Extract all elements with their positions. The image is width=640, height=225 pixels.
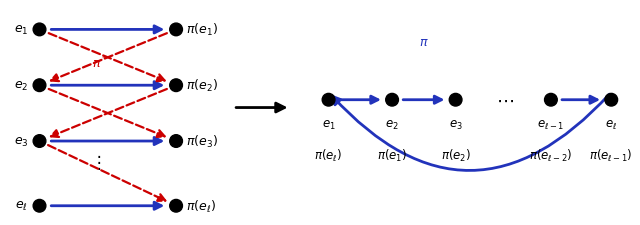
- Text: $e_\ell$: $e_\ell$: [15, 199, 28, 212]
- Ellipse shape: [33, 200, 46, 212]
- Ellipse shape: [170, 24, 182, 37]
- Ellipse shape: [170, 80, 182, 92]
- Ellipse shape: [449, 94, 462, 107]
- Text: $\pi^*$: $\pi^*$: [92, 54, 108, 71]
- Ellipse shape: [605, 94, 618, 107]
- Text: $\pi(e_{\ell-1})$: $\pi(e_{\ell-1})$: [589, 147, 633, 163]
- Ellipse shape: [170, 200, 182, 212]
- Ellipse shape: [545, 94, 557, 107]
- Text: $\pi(e_1)$: $\pi(e_1)$: [377, 147, 407, 163]
- Ellipse shape: [386, 94, 399, 107]
- Text: $e_\ell$: $e_\ell$: [605, 118, 618, 131]
- Text: $e_2$: $e_2$: [385, 118, 399, 131]
- Text: $e_1$: $e_1$: [322, 118, 335, 131]
- Text: $e_3$: $e_3$: [449, 118, 463, 131]
- Text: $\pi(e_\ell)$: $\pi(e_\ell)$: [186, 198, 216, 214]
- Ellipse shape: [170, 135, 182, 148]
- Text: $\pi(e_2)$: $\pi(e_2)$: [440, 147, 470, 163]
- Text: $e_2$: $e_2$: [14, 79, 28, 92]
- Text: $\vdots$: $\vdots$: [90, 152, 100, 171]
- Ellipse shape: [33, 135, 46, 148]
- Ellipse shape: [33, 80, 46, 92]
- Text: $e_{\ell-1}$: $e_{\ell-1}$: [538, 118, 564, 131]
- Text: $\pi(e_2)$: $\pi(e_2)$: [186, 78, 218, 94]
- Text: $\cdots$: $\cdots$: [496, 91, 514, 109]
- Text: $e_3$: $e_3$: [13, 135, 28, 148]
- Text: $\pi(e_{\ell-2})$: $\pi(e_{\ell-2})$: [529, 147, 573, 163]
- Text: $\pi$: $\pi$: [419, 36, 429, 49]
- Text: $\pi(e_3)$: $\pi(e_3)$: [186, 133, 218, 149]
- Text: $e_1$: $e_1$: [13, 24, 28, 37]
- Ellipse shape: [33, 24, 46, 37]
- Text: $\pi(e_1)$: $\pi(e_1)$: [186, 22, 218, 38]
- Text: $\pi(e_\ell)$: $\pi(e_\ell)$: [314, 147, 342, 163]
- Ellipse shape: [322, 94, 335, 107]
